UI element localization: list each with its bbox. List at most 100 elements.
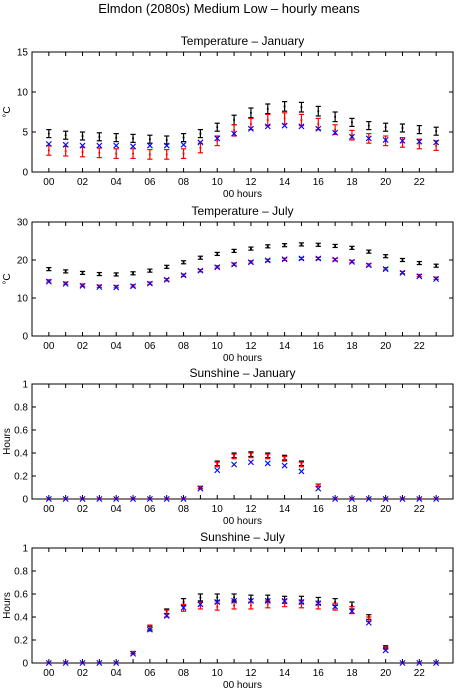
x-marker-stroke	[62, 660, 69, 666]
x-marker-point	[298, 123, 305, 130]
x-tick-label: 18	[346, 341, 358, 352]
y-tick-label: 0.4	[14, 613, 28, 624]
errorbar-point	[197, 255, 203, 260]
data-point	[216, 139, 219, 142]
x-marker-point	[180, 496, 187, 502]
y-tick-label: 0.8	[14, 567, 28, 578]
panel-title: Temperature – July	[191, 204, 293, 218]
x-marker-stroke	[399, 137, 406, 144]
data-point	[351, 609, 353, 611]
x-marker-point	[247, 597, 254, 604]
errorbar-point	[315, 483, 321, 487]
data-point	[233, 596, 235, 599]
x-marker-point	[146, 142, 153, 149]
data-point	[81, 151, 84, 153]
x-axis-label: 00 hours	[223, 189, 262, 200]
x-marker-stroke	[315, 255, 322, 262]
x-tick-label: 08	[178, 504, 190, 515]
y-axis-label: Hours	[2, 592, 13, 619]
x-marker-point	[62, 660, 69, 666]
y-tick-label: 0.4	[14, 449, 28, 460]
x-marker-point	[315, 255, 322, 262]
x-marker-stroke	[247, 259, 254, 266]
data-point	[351, 246, 353, 249]
panel-title: Sunshine – July	[200, 530, 285, 544]
x-tick-label: 16	[313, 341, 325, 352]
x-marker-stroke	[365, 262, 372, 269]
x-marker-stroke	[382, 647, 389, 654]
x-marker-stroke	[130, 650, 137, 657]
errorbar-point	[147, 134, 153, 144]
x-marker-point	[365, 262, 372, 269]
data-point	[216, 596, 219, 599]
x-tick-label: 06	[144, 341, 156, 352]
errorbar-point	[349, 117, 355, 128]
errorbar-point	[265, 453, 271, 460]
x-marker-stroke	[332, 256, 339, 263]
y-tick-label: 1	[22, 380, 28, 391]
errorbar-point	[96, 132, 102, 142]
x-marker-point	[264, 597, 271, 604]
x-marker-point	[180, 272, 187, 279]
x-marker-point	[231, 130, 238, 137]
x-marker-point	[298, 468, 305, 475]
x-tick-label: 00	[43, 668, 55, 679]
errorbar-point	[130, 133, 136, 143]
data-point	[401, 141, 404, 144]
data-point	[334, 128, 337, 131]
data-point	[334, 115, 337, 118]
data-point	[266, 603, 269, 606]
x-tick-label: 12	[245, 341, 257, 352]
x-marker-point	[315, 600, 322, 607]
x-marker-point	[45, 660, 52, 666]
errorbar-point	[433, 263, 439, 268]
x-marker-point	[180, 604, 187, 611]
data-point	[199, 486, 202, 489]
data-point	[283, 457, 286, 460]
x-tick-label: 18	[346, 177, 358, 188]
errorbar-point	[332, 243, 338, 249]
data-point	[115, 152, 118, 155]
x-marker-point	[416, 138, 423, 145]
data-point	[317, 600, 320, 602]
x-marker-point	[399, 269, 406, 276]
data-point	[182, 136, 185, 139]
x-marker-stroke	[130, 283, 137, 290]
y-tick-label: 0.2	[14, 472, 28, 483]
x-tick-label: 22	[414, 341, 426, 352]
x-marker-point	[264, 257, 271, 264]
chart-panel-1: Temperature – January 00 02 04 06 08 10 12 14 16 1…	[2, 34, 454, 200]
x-tick-label: 00	[43, 341, 55, 352]
data-point	[300, 119, 303, 121]
x-tick-label: 10	[212, 341, 224, 352]
x-tick-label: 22	[414, 177, 426, 188]
x-axis-label: 00 hours	[223, 680, 262, 689]
x-tick-label: 10	[212, 504, 224, 515]
x-marker-point	[96, 283, 103, 290]
x-marker-stroke	[315, 485, 322, 492]
x-marker-point	[79, 282, 86, 289]
chart-panel-2: Temperature – July 00 02 04 06 08 10 12 14 16 18 20…	[2, 204, 454, 364]
series-black	[46, 593, 439, 664]
data-point	[401, 127, 404, 129]
errorbar-point	[63, 269, 69, 274]
data-point	[233, 119, 235, 121]
errorbar-point	[433, 126, 439, 136]
x-marker-stroke	[332, 603, 339, 610]
x-tick-label: 16	[313, 668, 325, 679]
x-tick-label: 18	[346, 668, 358, 679]
x-marker-stroke	[62, 496, 69, 502]
x-tick-label: 16	[313, 504, 325, 515]
x-marker-stroke	[332, 496, 339, 502]
x-marker-point	[281, 122, 288, 129]
series-red	[46, 599, 439, 664]
errorbar-point	[164, 264, 170, 269]
data-point	[132, 272, 134, 275]
data-point	[250, 111, 252, 114]
series-red	[46, 256, 439, 289]
errorbar-point	[383, 122, 389, 132]
data-point	[317, 484, 320, 487]
data-point	[300, 106, 303, 109]
x-marker-point	[130, 143, 137, 150]
data-point	[148, 626, 151, 629]
